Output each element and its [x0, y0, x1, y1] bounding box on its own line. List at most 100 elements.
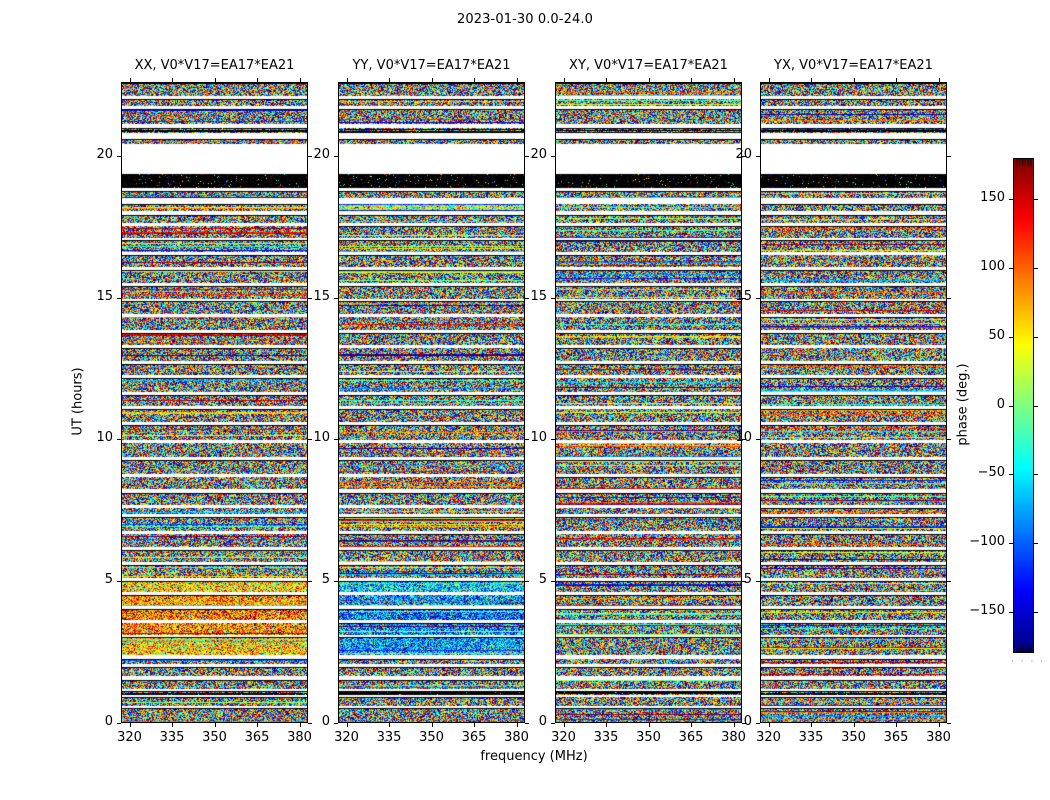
y-tick-label: 0 [321, 714, 330, 729]
x-tick-label: 380 [926, 730, 951, 745]
waterfall-panel-xy[interactable] [555, 82, 742, 723]
x-tick-mark [734, 723, 735, 727]
y-tick-mark [947, 298, 951, 299]
x-tick-mark [769, 78, 770, 82]
x-tick-mark [564, 723, 565, 727]
x-tick-label: 380 [721, 730, 746, 745]
x-tick-mark [896, 78, 897, 82]
y-tick-label: 20 [313, 146, 330, 162]
x-tick-label: 335 [159, 730, 185, 745]
panel-title-xx: XX, V0*V17=EA17*EA21 [134, 58, 295, 73]
colorbar-tick-mark [1009, 543, 1014, 544]
waterfall-panel-yy[interactable] [338, 82, 525, 723]
y-tick-mark [308, 439, 312, 440]
y-tick-mark [947, 723, 951, 724]
x-tick-mark [769, 723, 770, 727]
colorbar-under-marks: · · · · · [1011, 657, 1050, 667]
y-tick-mark [334, 298, 338, 299]
y-tick-mark [947, 581, 951, 582]
y-tick-mark [551, 723, 555, 724]
x-tick-mark [347, 78, 348, 82]
colorbar-tick-label: 50 [988, 327, 1005, 343]
y-tick-mark [551, 581, 555, 582]
x-tick-mark [811, 723, 812, 727]
colorbar-tick-mark [1033, 268, 1038, 269]
x-tick-mark [432, 78, 433, 82]
x-tick-mark [130, 78, 131, 82]
y-tick-mark [334, 439, 338, 440]
x-tick-label: 320 [551, 730, 576, 745]
y-tick-mark [117, 581, 121, 582]
y-tick-mark [742, 156, 746, 157]
x-tick-mark [691, 723, 692, 727]
waterfall-image-xy [556, 83, 741, 722]
x-tick-label: 335 [376, 730, 402, 745]
x-tick-mark [347, 723, 348, 727]
colorbar-gradient [1013, 158, 1034, 653]
y-tick-mark [742, 581, 746, 582]
y-tick-mark [308, 298, 312, 299]
x-tick-mark [517, 78, 518, 82]
x-tick-mark [474, 78, 475, 82]
waterfall-image-yx [761, 83, 946, 722]
x-tick-mark [215, 78, 216, 82]
y-tick-mark [525, 581, 529, 582]
waterfall-image-xx [122, 83, 307, 722]
y-tick-mark [551, 156, 555, 157]
y-tick-mark [756, 723, 760, 724]
waterfall-panel-yx[interactable] [760, 82, 947, 723]
y-tick-mark [756, 439, 760, 440]
y-tick-mark [742, 439, 746, 440]
x-tick-label: 320 [756, 730, 781, 745]
y-tick-mark [334, 156, 338, 157]
y-tick-mark [334, 723, 338, 724]
x-tick-label: 365 [678, 730, 704, 745]
colorbar-tick-mark [1033, 543, 1038, 544]
x-tick-label: 365 [883, 730, 909, 745]
x-tick-mark [300, 78, 301, 82]
waterfall-panel-xx[interactable] [121, 82, 308, 723]
colorbar-tick-mark [1009, 474, 1014, 475]
y-tick-label: 5 [321, 572, 330, 588]
x-tick-mark [691, 78, 692, 82]
x-tick-label: 350 [636, 730, 661, 745]
y-tick-label: 0 [104, 714, 113, 729]
y-tick-label: 20 [530, 146, 547, 162]
x-tick-mark [939, 78, 940, 82]
y-tick-mark [947, 156, 951, 157]
x-tick-mark [215, 723, 216, 727]
x-tick-mark [939, 723, 940, 727]
x-tick-label: 335 [798, 730, 824, 745]
colorbar-tick-mark [1009, 268, 1014, 269]
colorbar-tick-mark [1033, 199, 1038, 200]
x-axis-label: frequency (MHz) [480, 749, 588, 764]
x-tick-label: 335 [593, 730, 619, 745]
y-tick-mark [525, 439, 529, 440]
y-tick-mark [117, 723, 121, 724]
y-tick-mark [334, 581, 338, 582]
x-tick-mark [474, 723, 475, 727]
y-tick-label: 15 [96, 288, 113, 304]
y-tick-mark [742, 298, 746, 299]
y-tick-mark [756, 581, 760, 582]
waterfall-image-yy [339, 83, 524, 722]
colorbar-tick-label: 150 [980, 190, 1005, 206]
colorbar-tick-mark [1009, 199, 1014, 200]
colorbar-tick-label: 0 [996, 396, 1005, 412]
x-tick-label: 365 [461, 730, 487, 745]
y-tick-label: 10 [313, 430, 330, 446]
y-tick-label: 5 [104, 572, 113, 588]
y-tick-label: 15 [735, 288, 752, 304]
x-tick-mark [854, 723, 855, 727]
x-tick-label: 380 [287, 730, 312, 745]
y-tick-mark [551, 298, 555, 299]
y-tick-mark [308, 581, 312, 582]
colorbar-tick-mark [1009, 337, 1014, 338]
colorbar[interactable] [1013, 158, 1034, 653]
y-tick-mark [525, 723, 529, 724]
y-tick-label: 10 [735, 430, 752, 446]
x-tick-mark [389, 723, 390, 727]
y-tick-mark [525, 156, 529, 157]
x-tick-mark [734, 78, 735, 82]
